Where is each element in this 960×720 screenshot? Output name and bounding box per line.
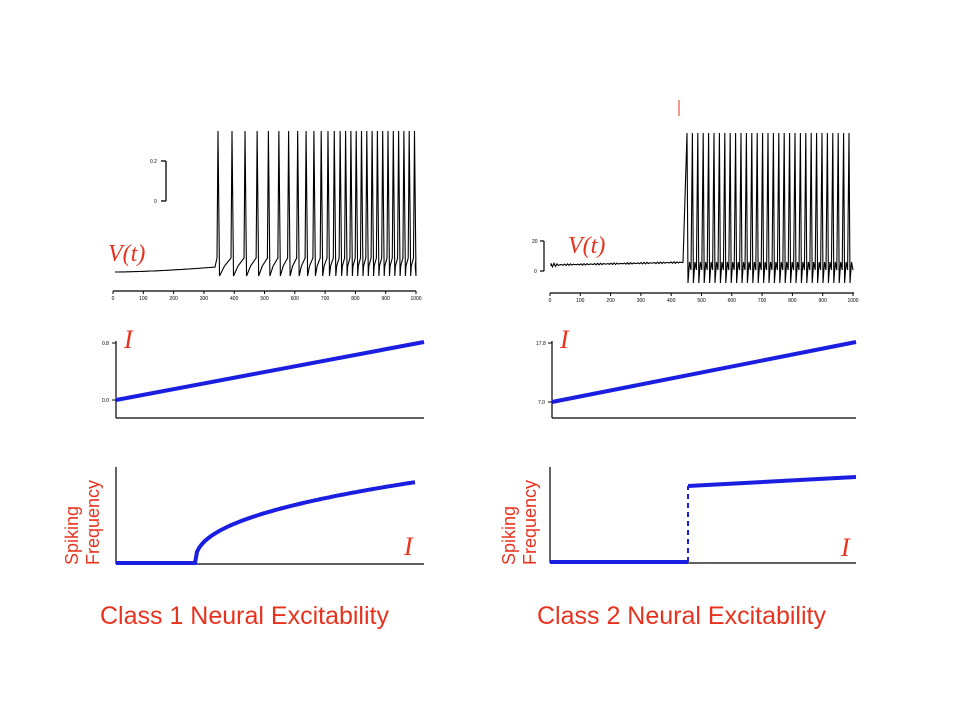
class1-fi-ylabel-line1: Spiking (62, 506, 82, 565)
class1-voltage-tick-label: 700 (321, 296, 330, 302)
class1-voltage-trace (115, 130, 417, 277)
class1-scale-bar: 0.2 0 (150, 159, 167, 205)
class1-current-y-top: 0.8 (102, 341, 109, 347)
class1-fi-ylabel-line2: Frequency (83, 480, 103, 565)
class2-current-panel: 17.8 7.0 I (536, 325, 857, 419)
class1-fi-panel: Spiking Frequency I (62, 467, 424, 565)
class2-voltage-ticks: 0 100 200 300 400 500 600 700 800 900 1000 (549, 293, 859, 304)
class2-caption: Class 2 Neural Excitability (537, 602, 826, 630)
class1-voltage-tick-label: 600 (291, 296, 300, 302)
class2-current-y-top: 17.8 (536, 341, 546, 347)
class1-voltage-tick-label: 300 (200, 296, 209, 302)
class2-scale-top: 20 (532, 239, 538, 245)
class1-voltage-label: V(t) (108, 241, 145, 267)
class2-current-y-bottom: 7.0 (538, 400, 545, 406)
class1-voltage-tick-label: 500 (260, 296, 269, 302)
class2-voltage-tick-label: 300 (637, 298, 646, 304)
class1-current-panel: 0.8 0.0 I (102, 325, 425, 419)
class1-voltage-tick-label: 800 (351, 296, 360, 302)
class1-voltage-tick-label: 1000 (410, 296, 421, 302)
class1-voltage-ticks: 0 100 200 300 400 500 600 700 800 900 1000 (112, 291, 422, 302)
class1-current-ramp (115, 340, 425, 402)
class1-caption: Class 1 Neural Excitability (100, 602, 389, 630)
class2-current-ramp (551, 340, 857, 404)
class1-voltage-panel: 0.2 0 V(t) 0 100 200 300 400 500 600 700 800 900 1… (108, 130, 422, 302)
class2-current-label: I (559, 325, 570, 354)
class2-fi-xlabel: I (840, 533, 851, 562)
class2-scale-bottom: 0 (534, 269, 537, 275)
class2-voltage-tick-label: 100 (576, 298, 585, 304)
class2-fi-ylabel-line1: Spiking (499, 506, 519, 565)
class1-voltage-tick-label: 900 (382, 296, 391, 302)
class1-voltage-tick-label: 200 (169, 296, 178, 302)
class1-scale-bottom: 0 (154, 199, 157, 205)
class1-current-y-bottom: 0.0 (102, 398, 109, 404)
class1-fi-curve (116, 480, 416, 565)
class2-voltage-trace (550, 132, 854, 284)
class2-voltage-label: V(t) (568, 233, 605, 259)
class2-scale: 20 0 (532, 239, 545, 275)
class1-current-label: I (123, 325, 134, 354)
class1-fi-xlabel: I (403, 532, 414, 561)
class2-voltage-tick-label: 800 (788, 298, 797, 304)
class2-voltage-tick-label: 0 (549, 298, 552, 304)
class2-fi-active-segment (687, 475, 857, 488)
class1-voltage-tick-label: 0 (112, 296, 115, 302)
class1-scale-top: 0.2 (150, 159, 157, 165)
class2-fi-ylabel-line2: Frequency (520, 480, 540, 565)
class2-voltage-tick-label: 700 (758, 298, 767, 304)
class2-voltage-tick-label: 200 (606, 298, 615, 304)
class2-voltage-panel: 20 0 V(t) 0 100 200 300 400 500 600 700 800 900 10… (532, 132, 859, 304)
class1-voltage-tick-label: 400 (230, 296, 239, 302)
class2-voltage-tick-label: 1000 (847, 298, 858, 304)
class2-voltage-tick-label: 600 (728, 298, 737, 304)
class2-voltage-tick-label: 900 (819, 298, 828, 304)
class2-voltage-tick-label: 400 (667, 298, 676, 304)
class2-fi-panel: Spiking Frequency I (499, 467, 857, 565)
class1-voltage-tick-label: 100 (139, 296, 148, 302)
class2-voltage-tick-label: 500 (697, 298, 706, 304)
